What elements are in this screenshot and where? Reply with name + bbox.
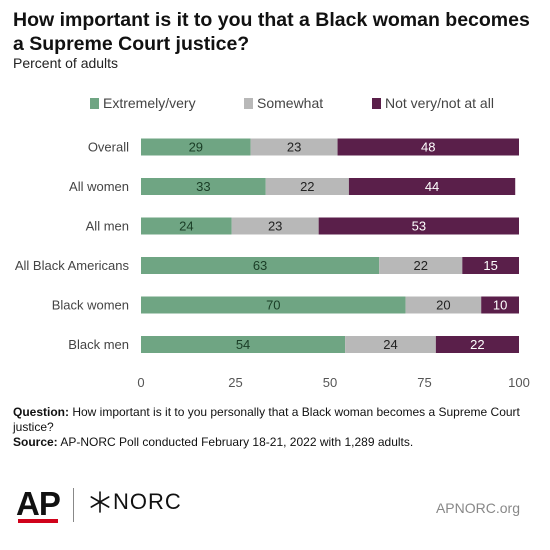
- stacked-bar-chart: Extremely/very Somewhat Not very/not at al…: [15, 95, 530, 390]
- x-tick-label: 25: [228, 375, 242, 390]
- bar-segment: [231, 217, 319, 235]
- data-label: 22: [300, 179, 314, 194]
- source-label: Source:: [13, 435, 58, 449]
- data-label: 20: [436, 298, 450, 313]
- data-label: 23: [268, 219, 282, 234]
- bar-segment: [379, 257, 463, 274]
- footer-site: APNORC.org: [435, 500, 520, 516]
- data-label: 23: [287, 140, 301, 155]
- bar-segment: [141, 336, 346, 353]
- question-text: How important is it to you personally th…: [13, 405, 520, 434]
- bar-segment: [141, 296, 406, 314]
- question-note: Question: How important is it to you per…: [13, 405, 538, 435]
- x-tick-label: 0: [137, 375, 144, 390]
- ap-logo: AP: [16, 485, 61, 522]
- category-label: All men: [86, 219, 129, 234]
- legend-swatch-1: [244, 98, 253, 109]
- norc-logo-text: NORC: [113, 489, 182, 514]
- data-label: 29: [189, 140, 203, 155]
- bar-segment: [141, 178, 266, 195]
- data-label: 33: [196, 179, 210, 194]
- data-label: 24: [383, 337, 397, 352]
- legend-label-1: Somewhat: [257, 95, 323, 111]
- category-label: Black men: [68, 337, 129, 352]
- x-tick-label: 50: [323, 375, 337, 390]
- bar-segment: [141, 257, 380, 274]
- bar-segment: [250, 138, 338, 156]
- data-label: 22: [413, 258, 427, 273]
- data-label: 54: [236, 337, 250, 352]
- bar-segment: [405, 296, 482, 314]
- legend-swatch-0: [90, 98, 99, 109]
- legend-swatch-2: [372, 98, 381, 109]
- x-tick-label: 100: [508, 375, 530, 390]
- category-label: All women: [69, 179, 129, 194]
- bar-segment: [141, 217, 232, 235]
- x-tick-label: 75: [417, 375, 431, 390]
- bar-segment: [337, 138, 519, 156]
- bar-segment: [348, 178, 516, 195]
- data-label: 10: [493, 298, 507, 313]
- legend-label-0: Extremely/very: [103, 95, 196, 111]
- data-label: 63: [253, 258, 267, 273]
- norc-logo: NORC: [89, 489, 182, 515]
- category-label: Black women: [52, 298, 129, 313]
- data-label: 48: [421, 140, 435, 155]
- bar-segment: [435, 336, 519, 353]
- source-text: AP-NORC Poll conducted February 18-21, 2…: [57, 435, 414, 449]
- chart-notes: Question: How important is it to you per…: [13, 405, 538, 450]
- ap-logo-underline: [18, 519, 58, 523]
- data-label: 44: [425, 179, 439, 194]
- data-label: 70: [266, 298, 280, 313]
- legend-label-2: Not very/not at all: [385, 95, 494, 111]
- chart-title: How important is it to you that a Black …: [13, 9, 530, 55]
- category-label: All Black Americans: [15, 258, 130, 273]
- bar-segment: [481, 296, 519, 314]
- bar-segment: [141, 138, 251, 156]
- data-label: 15: [483, 258, 497, 273]
- category-label: Overall: [88, 140, 129, 155]
- norc-star-icon: [90, 491, 110, 513]
- source-note: Source: AP-NORC Poll conducted February …: [13, 435, 538, 450]
- data-label: 24: [179, 219, 193, 234]
- bar-segment: [318, 217, 519, 235]
- question-label: Question:: [13, 405, 69, 419]
- bar-segment: [345, 336, 436, 353]
- data-label: 22: [470, 337, 484, 352]
- bar-segment: [265, 178, 349, 195]
- bar-segment: [462, 257, 519, 274]
- footer-divider: [73, 488, 74, 522]
- chart-subtitle: Percent of adults: [13, 55, 119, 71]
- data-label: 53: [412, 219, 426, 234]
